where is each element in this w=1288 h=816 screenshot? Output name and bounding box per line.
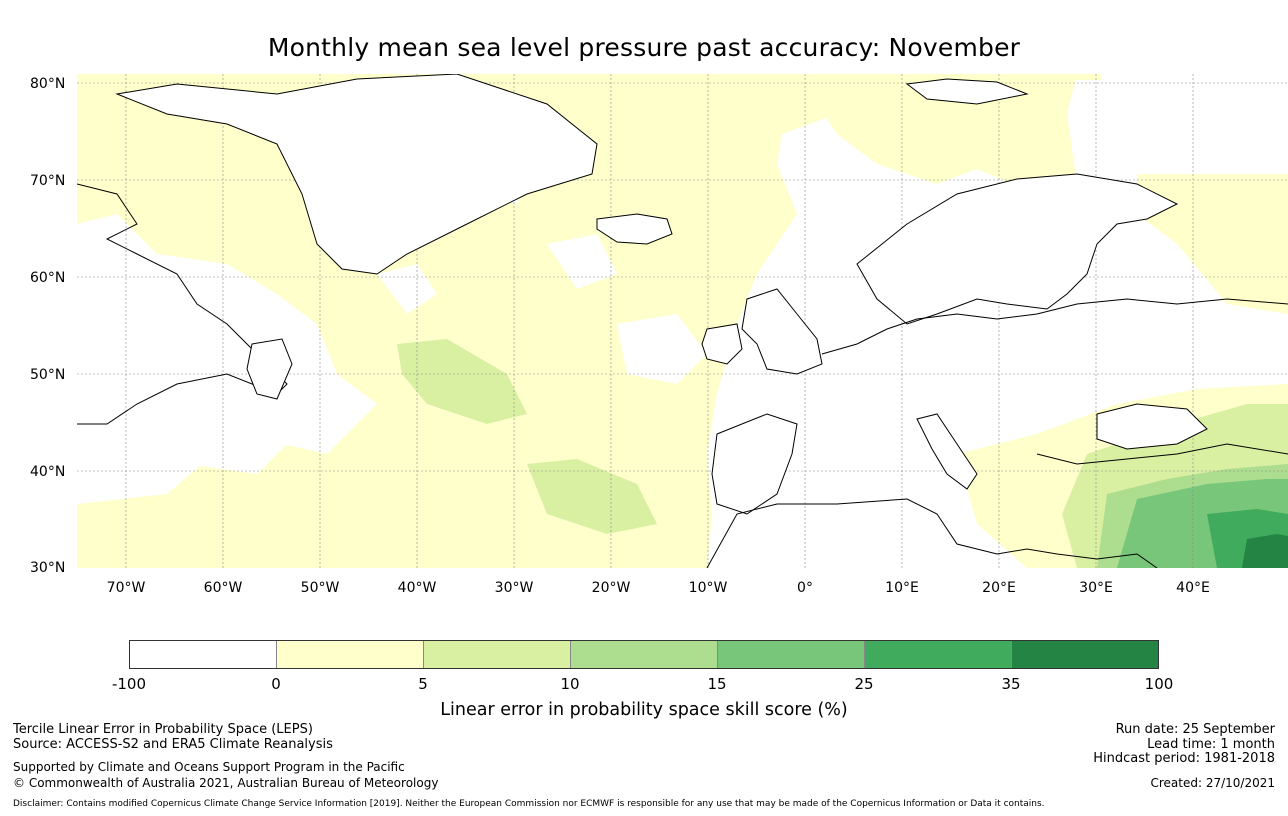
britain-coast (741, 288, 823, 375)
footer-lead-time: Lead time: 1 month (1147, 737, 1275, 752)
skill-region-east (1137, 174, 1288, 314)
colorbar-swatch (718, 641, 865, 668)
lon-label: 70°W (106, 580, 146, 596)
colorbar-swatch (1012, 641, 1158, 668)
colorbar-label: Linear error in probability space skill … (440, 700, 848, 720)
svalbard-coast (905, 78, 1029, 105)
black-sea-coast (1096, 403, 1208, 450)
iberia-coast (711, 413, 798, 515)
lat-label: 60°N (30, 270, 66, 286)
lon-label: 30°W (494, 580, 534, 596)
lon-label: 30°E (1079, 580, 1113, 596)
skill-region-mid-atlantic (397, 339, 527, 424)
lon-label: 0° (797, 580, 813, 596)
footer-method: Tercile Linear Error in Probability Spac… (13, 722, 313, 737)
europe-coast (821, 298, 1288, 355)
chart-title: Monthly mean sea level pressure past acc… (267, 33, 1021, 62)
footer-support: Supported by Climate and Oceans Support … (13, 760, 405, 774)
coastlines (77, 74, 1288, 568)
lat-label: 80°N (30, 76, 66, 92)
colorbar-swatch (424, 641, 571, 668)
colorbar-tick: 0 (271, 675, 281, 693)
italy-coast (916, 413, 978, 490)
colorbar-swatch (130, 641, 277, 668)
iceland-coast (596, 213, 673, 245)
skill-region-nordic (797, 74, 1077, 194)
footer-run-date: Run date: 25 September (1115, 722, 1275, 737)
greenland-coast (115, 74, 598, 275)
graticule (77, 74, 1288, 568)
colorbar-tick: -100 (111, 675, 147, 693)
footer-hindcast: Hindcast period: 1981-2018 (1093, 751, 1275, 766)
skill-region-35-100 (1242, 534, 1288, 568)
newfoundland-coast (246, 338, 293, 400)
footer-copyright: © Commonwealth of Australia 2021, Austra… (13, 776, 439, 790)
colorbar-tick: 5 (418, 675, 428, 693)
patch (377, 264, 437, 314)
lon-label: 20°W (591, 580, 631, 596)
lon-label: 20°E (982, 580, 1016, 596)
turkey-coast (1036, 443, 1288, 465)
lat-label: 40°N (30, 464, 66, 480)
lat-label: 30°N (30, 560, 66, 576)
colorbar-tick: 25 (854, 675, 874, 693)
canada-coast (77, 183, 288, 425)
lon-label: 10°E (885, 580, 919, 596)
lat-label: 70°N (30, 173, 66, 189)
lon-label: 60°W (203, 580, 243, 596)
colorbar-swatch (865, 641, 1012, 668)
lon-label: 40°E (1176, 580, 1210, 596)
north-africa-coast (706, 498, 1158, 568)
colorbar-tick: 35 (1001, 675, 1021, 693)
colorbar-tick: 15 (707, 675, 727, 693)
lon-label: 10°W (688, 580, 728, 596)
footer-source: Source: ACCESS-S2 and ERA5 Climate Reana… (13, 737, 333, 752)
lon-label: 40°W (397, 580, 437, 596)
ireland-coast (701, 323, 743, 365)
lat-label: 50°N (30, 367, 66, 383)
colorbar-tick: 100 (1144, 675, 1174, 693)
colorbar (129, 640, 1159, 669)
disclaimer: Disclaimer: Contains modified Copernicus… (13, 799, 1045, 809)
colorbar-swatch (571, 641, 718, 668)
colorbar-tick: 10 (560, 675, 580, 693)
colorbar-swatch (277, 641, 424, 668)
skill-map (77, 74, 1288, 568)
scandinavia-coast (856, 173, 1179, 325)
lon-label: 50°W (300, 580, 340, 596)
skill-region-east-atlantic (527, 459, 657, 534)
map-panel (77, 74, 1288, 568)
patch (547, 234, 617, 289)
patch (617, 314, 707, 384)
footer-created: Created: 27/10/2021 (1150, 776, 1275, 790)
patch (177, 394, 297, 474)
